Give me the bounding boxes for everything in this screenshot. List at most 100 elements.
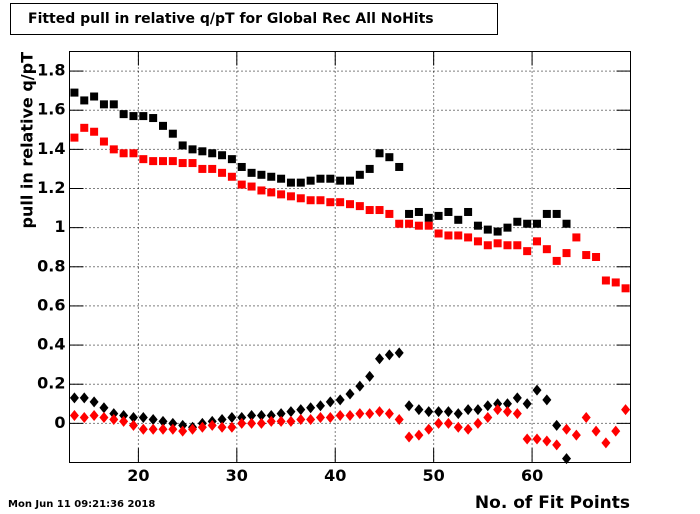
diamond-marker <box>335 410 345 422</box>
diamond-marker <box>158 423 168 435</box>
title-box <box>10 3 498 35</box>
diamond-marker <box>99 411 109 423</box>
y-tick-label: 0.6 <box>37 295 65 314</box>
square-marker <box>533 219 541 228</box>
diamond-marker <box>266 415 276 427</box>
square-marker <box>286 178 295 187</box>
square-marker <box>296 178 305 187</box>
diamond-marker <box>483 411 493 423</box>
square-marker <box>336 198 345 207</box>
diamond-marker <box>424 406 434 418</box>
diamond-marker <box>109 408 119 420</box>
diamond-marker <box>168 423 178 435</box>
diamond-marker <box>207 419 217 431</box>
diamond-marker <box>168 417 178 429</box>
square-marker <box>444 207 453 216</box>
square-marker <box>385 209 394 218</box>
diamond-marker <box>296 404 306 416</box>
square-marker <box>109 100 118 109</box>
diamond-marker <box>315 400 325 412</box>
square-marker <box>306 196 315 205</box>
diamond-marker <box>286 406 296 418</box>
diamond-marker <box>463 404 473 416</box>
diamond-marker <box>611 425 621 437</box>
diamond-marker <box>89 410 99 422</box>
square-marker <box>375 206 384 215</box>
y-tick-label: 1.2 <box>37 178 65 197</box>
square-marker <box>90 127 99 136</box>
diamond-marker <box>266 410 276 422</box>
square-marker <box>414 207 423 216</box>
square-marker <box>247 168 256 177</box>
y-tick-label: 0 <box>54 413 65 432</box>
diamond-marker <box>355 380 365 392</box>
y-tick-label: 1.8 <box>37 61 65 80</box>
y-tick-label: 0.4 <box>37 335 65 354</box>
square-marker <box>267 188 276 197</box>
diamond-marker <box>473 417 483 429</box>
diamond-marker <box>89 396 99 408</box>
chart-title: Fitted pull in relative q/pT for Global … <box>28 11 434 27</box>
square-marker <box>198 147 207 156</box>
square-marker <box>473 237 482 246</box>
diamond-marker <box>148 413 158 425</box>
square-marker <box>375 149 384 158</box>
timestamp: Mon Jun 11 09:21:36 2018 <box>8 499 155 510</box>
diamond-marker <box>453 408 463 420</box>
diamond-marker <box>365 370 375 382</box>
x-tick-label: 20 <box>127 466 149 485</box>
diamond-marker <box>581 411 591 423</box>
x-tick-label: 60 <box>521 466 543 485</box>
diamond-marker <box>532 433 542 445</box>
diamond-marker <box>434 417 444 429</box>
diamond-marker <box>414 429 424 441</box>
square-marker <box>601 276 610 285</box>
diamond-marker <box>394 347 404 359</box>
diamond-marker <box>453 421 463 433</box>
square-marker <box>99 100 108 109</box>
square-marker <box>326 198 335 207</box>
square-marker <box>523 247 532 256</box>
square-marker <box>80 96 89 105</box>
diamond-marker <box>394 413 404 425</box>
diamond-marker <box>443 417 453 429</box>
diamond-marker <box>69 392 79 404</box>
diamond-marker <box>178 419 188 431</box>
diamond-marker <box>325 411 335 423</box>
square-marker <box>227 172 236 181</box>
diamond-marker <box>217 413 227 425</box>
diamond-marker <box>434 406 444 418</box>
square-marker <box>552 256 561 265</box>
square-marker <box>346 176 354 185</box>
square-marker <box>355 170 364 179</box>
diamond-marker <box>109 413 119 425</box>
diamond-marker <box>69 410 79 422</box>
square-marker <box>562 249 571 258</box>
diamond-marker <box>345 388 355 400</box>
diamond-marker <box>256 410 266 422</box>
square-marker <box>286 192 295 201</box>
y-tick-label: 1.4 <box>37 139 65 158</box>
diamond-marker <box>306 402 316 414</box>
square-marker <box>621 284 630 293</box>
diamond-marker <box>601 437 611 449</box>
diamond-marker <box>325 396 335 408</box>
x-tick-label: 40 <box>324 466 346 485</box>
diamond-marker <box>335 394 345 406</box>
diamond-marker <box>404 431 414 443</box>
diamond-marker <box>562 423 572 435</box>
diamond-marker <box>286 415 296 427</box>
diamond-marker <box>502 398 512 410</box>
diamond-marker <box>384 408 394 420</box>
diamond-marker <box>276 408 286 420</box>
diamond-marker <box>276 415 286 427</box>
square-marker <box>257 170 266 179</box>
square-marker <box>306 176 315 185</box>
square-marker <box>188 159 197 168</box>
square-marker <box>198 164 207 173</box>
diamond-marker <box>217 421 227 433</box>
diamond-marker <box>591 425 601 437</box>
square-marker <box>483 225 492 234</box>
square-marker <box>168 129 177 138</box>
